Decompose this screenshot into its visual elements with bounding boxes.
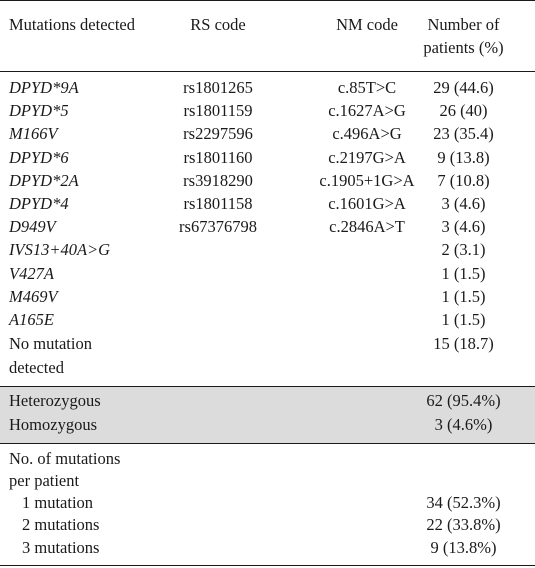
per-patient-label-2: per patient — [9, 471, 80, 490]
header-rule — [0, 71, 535, 72]
mutation-name: DPYD*5 — [9, 101, 69, 120]
heterozygous-label: Heterozygous — [9, 391, 101, 410]
nm-code: c.85T>C — [337, 78, 397, 97]
rs-code: rs3918290 — [183, 171, 253, 190]
mutation-name: M469V — [9, 287, 58, 306]
heterozygous-count: 62 (95.4%) — [426, 391, 501, 410]
mutation-name: DPYD*4 — [9, 194, 69, 213]
zygosity-bottom-rule — [0, 443, 535, 444]
patient-count: 3 (4.6) — [441, 217, 486, 236]
mutation-name: DPYD*6 — [9, 148, 69, 167]
patient-count: 2 (3.1) — [441, 240, 486, 259]
mutation-name: D949V — [9, 217, 56, 236]
mutation-name: DPYD*9A — [9, 78, 79, 97]
mutation-name: V427A — [9, 264, 54, 283]
one-mutation-count: 34 (52.3%) — [426, 493, 501, 512]
bottom-rule — [0, 565, 535, 566]
mutation-name: A165E — [9, 310, 54, 329]
homozygous-count: 3 (4.6%) — [434, 415, 493, 434]
two-mutations-count: 22 (33.8%) — [426, 515, 501, 534]
mutation-name: DPYD*2A — [9, 171, 79, 190]
rs-code: rs67376798 — [179, 217, 257, 236]
rs-code: rs1801159 — [183, 101, 253, 120]
patient-count: 1 (1.5) — [441, 287, 486, 306]
zygosity-shade — [0, 386, 535, 443]
header-nm-code: NM code — [336, 15, 398, 34]
nm-code: c.2197G>A — [328, 148, 406, 167]
header-number-line1: Number of — [427, 15, 500, 34]
patient-count: 1 (1.5) — [441, 264, 486, 283]
no-mutation-label: No mutation — [9, 334, 92, 353]
mutation-name: IVS13+40A>G — [9, 240, 111, 259]
header-rs-code: RS code — [190, 15, 246, 34]
three-mutations-label: 3 mutations — [22, 538, 100, 557]
one-mutation-label: 1 mutation — [22, 493, 94, 512]
patient-count: 23 (35.4) — [433, 124, 494, 143]
patient-count: 1 (1.5) — [441, 310, 486, 329]
patient-count: 9 (13.8) — [437, 148, 490, 167]
per-patient-label: No. of mutations — [9, 449, 121, 468]
rs-code: rs1801158 — [183, 194, 253, 213]
no-mutation-label-2: detected — [9, 358, 64, 377]
rs-code: rs1801265 — [183, 78, 253, 97]
rs-code: rs1801160 — [183, 148, 253, 167]
zygosity-top-rule — [0, 386, 535, 387]
rs-code: rs2297596 — [183, 124, 253, 143]
header-number-line2: patients (%) — [423, 38, 504, 57]
nm-code: c.1905+1G>A — [319, 171, 415, 190]
no-mutation-count: 15 (18.7) — [433, 334, 494, 353]
mutation-name: M166V — [9, 124, 58, 143]
top-rule — [0, 0, 535, 1]
patient-count: 26 (40) — [439, 101, 488, 120]
nm-code: c.1601G>A — [328, 194, 406, 213]
header-mutations: Mutations detected — [9, 15, 136, 34]
two-mutations-label: 2 mutations — [22, 515, 100, 534]
patient-count: 3 (4.6) — [441, 194, 486, 213]
nm-code: c.496A>G — [332, 124, 402, 143]
nm-code: c.1627A>G — [328, 101, 406, 120]
homozygous-label: Homozygous — [9, 415, 97, 434]
three-mutations-count: 9 (13.8%) — [430, 538, 497, 557]
nm-code: c.2846A>T — [329, 217, 405, 236]
patient-count: 29 (44.6) — [433, 78, 494, 97]
patient-count: 7 (10.8) — [437, 171, 490, 190]
